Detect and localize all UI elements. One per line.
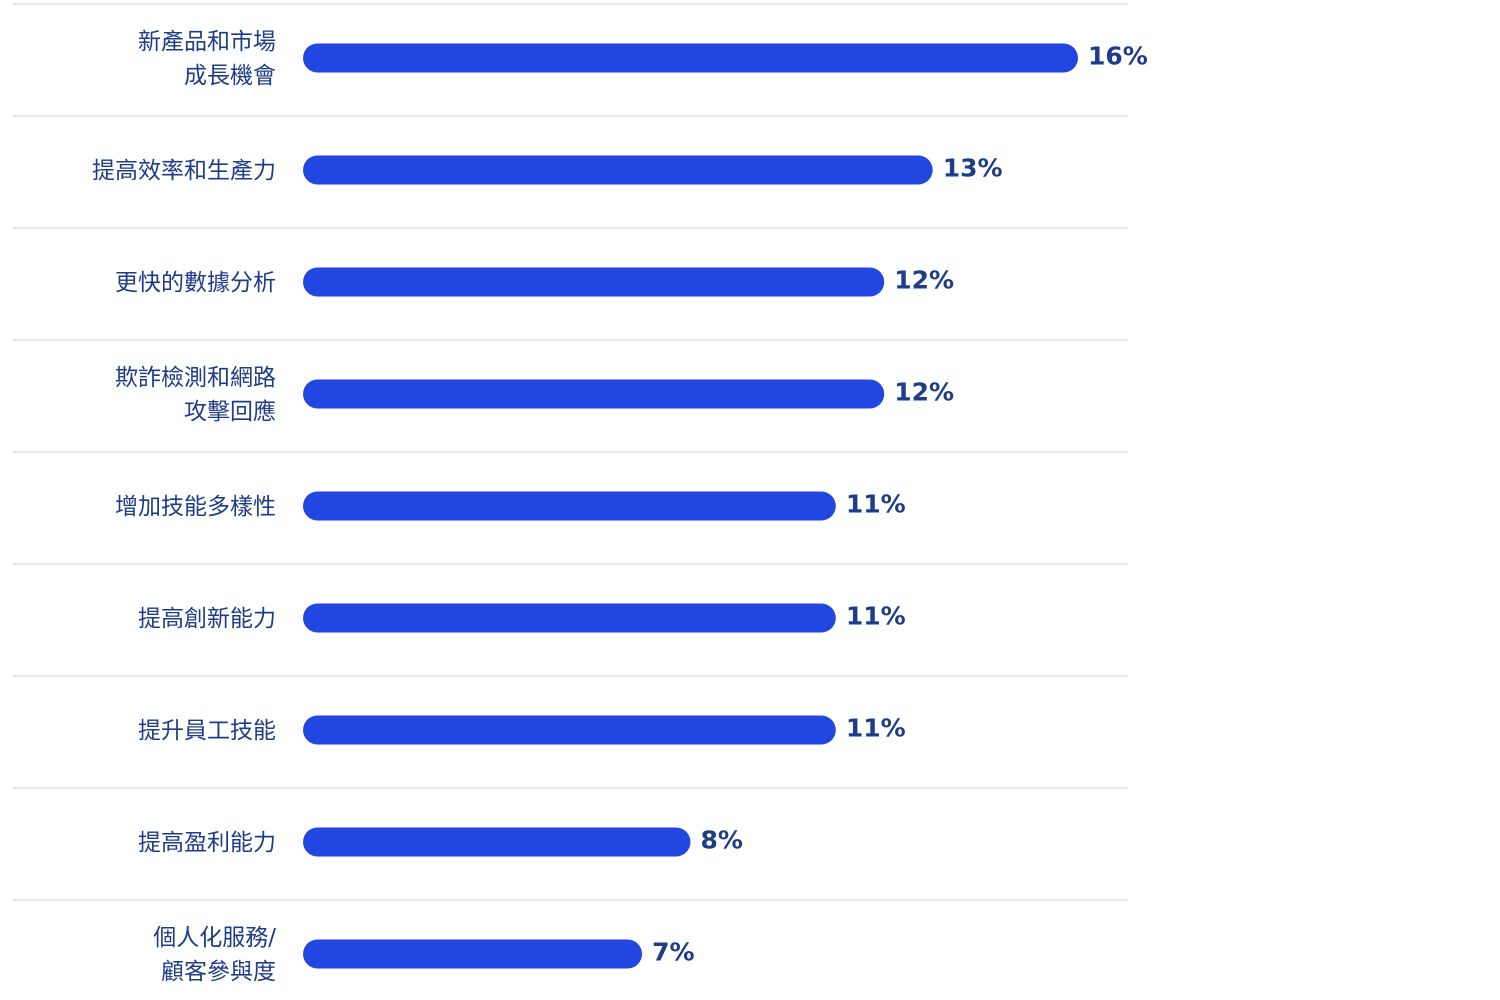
value-label: 13% [942, 153, 1003, 183]
bar [303, 43, 1078, 73]
category-label: 欺詐檢測和網路 攻擊回應 [115, 365, 276, 425]
bar [303, 491, 836, 521]
bar [303, 603, 836, 633]
bar [303, 939, 643, 969]
bar [303, 715, 836, 745]
bar [303, 827, 691, 857]
category-label: 增加技能多樣性 [115, 494, 276, 520]
value-label: 11% [845, 489, 906, 519]
category-label: 提高創新能力 [138, 606, 276, 632]
category-label: 更快的數據分析 [115, 270, 276, 296]
bar [303, 155, 933, 185]
bar [303, 379, 885, 409]
value-label: 7% [652, 937, 695, 967]
category-label: 提升員工技能 [138, 718, 276, 744]
value-label: 12% [894, 265, 955, 295]
value-label: 11% [845, 713, 906, 743]
bar [303, 267, 885, 297]
category-label: 提高盈利能力 [138, 830, 276, 856]
value-label: 16% [1088, 41, 1148, 71]
value-label: 8% [700, 825, 743, 855]
category-label: 新產品和市場 成長機會 [138, 29, 276, 89]
value-label: 11% [845, 601, 906, 631]
value-label: 12% [894, 377, 955, 407]
category-label: 提高效率和生產力 [92, 158, 276, 184]
category-label: 個人化服務/ 顧客參與度 [153, 925, 276, 985]
